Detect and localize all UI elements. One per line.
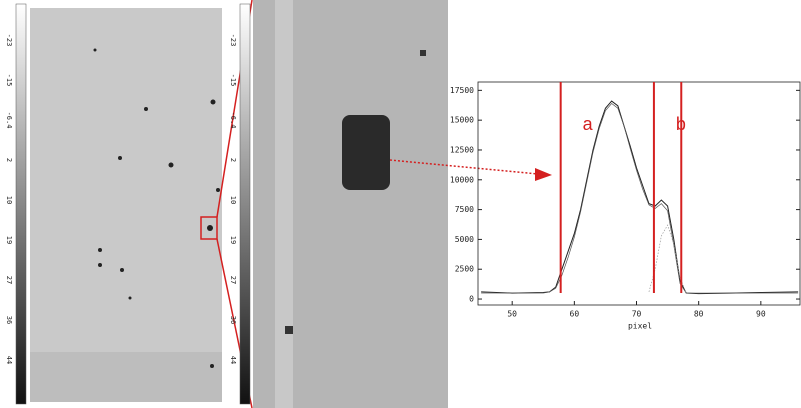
- colorbar-label: -15: [5, 74, 13, 87]
- arrow-head: [535, 168, 552, 181]
- y-tick-label: 0: [469, 295, 474, 304]
- x-tick-label: 90: [756, 310, 766, 319]
- colorbar: [15, 3, 27, 405]
- image-strip: [30, 352, 222, 402]
- colorbar-label: 19: [229, 236, 237, 244]
- y-tick-label: 17500: [450, 86, 474, 95]
- colorbar-label: 36: [229, 316, 237, 324]
- zoom-box: [200, 216, 218, 240]
- arrow: [389, 159, 539, 175]
- colorbar-label: -6.4: [5, 112, 13, 129]
- colorbar-label: 27: [229, 276, 237, 284]
- y-tick-label: 12500: [450, 145, 474, 154]
- colorbar-label: 36: [5, 316, 13, 324]
- colorbar-label: 27: [5, 276, 13, 284]
- zoom-stripe: [275, 0, 293, 408]
- colorbar-label: -23: [5, 34, 13, 47]
- colorbar-label: -23: [229, 34, 237, 47]
- x-tick-label: 50: [507, 310, 517, 319]
- x-tick-label: 80: [694, 310, 704, 319]
- y-tick-label: 15000: [450, 116, 474, 125]
- colorbar-label: -15: [229, 74, 237, 87]
- zoom-spot: [420, 50, 426, 56]
- colorbar: [239, 3, 251, 405]
- x-tick-label: 60: [570, 310, 580, 319]
- x-axis-label: pixel: [628, 322, 652, 331]
- zoom-source: [342, 115, 390, 190]
- region-label: a: [583, 114, 594, 134]
- profile-line: [481, 100, 799, 295]
- profile-line: [648, 224, 687, 294]
- profile-line: [481, 102, 799, 294]
- plot-frame: [477, 81, 801, 306]
- colorbar-label: 10: [229, 196, 237, 204]
- colorbar-label: 2: [229, 158, 237, 162]
- colorbar-label: -6.4: [229, 112, 237, 129]
- y-tick-label: 7500: [455, 205, 474, 214]
- zoom-spot: [285, 326, 293, 334]
- image-spots: [93, 48, 220, 368]
- y-tick-label: 2500: [455, 265, 474, 274]
- colorbar-label: 44: [229, 356, 237, 364]
- colorbar-label: 44: [5, 356, 13, 364]
- colorbar-label: 10: [5, 196, 13, 204]
- y-tick-label: 5000: [455, 235, 474, 244]
- x-tick-label: 70: [632, 310, 642, 319]
- colorbar-label: 2: [5, 158, 13, 162]
- y-tick-label: 10000: [450, 175, 474, 184]
- image: [30, 8, 222, 402]
- colorbar-label: 19: [5, 236, 13, 244]
